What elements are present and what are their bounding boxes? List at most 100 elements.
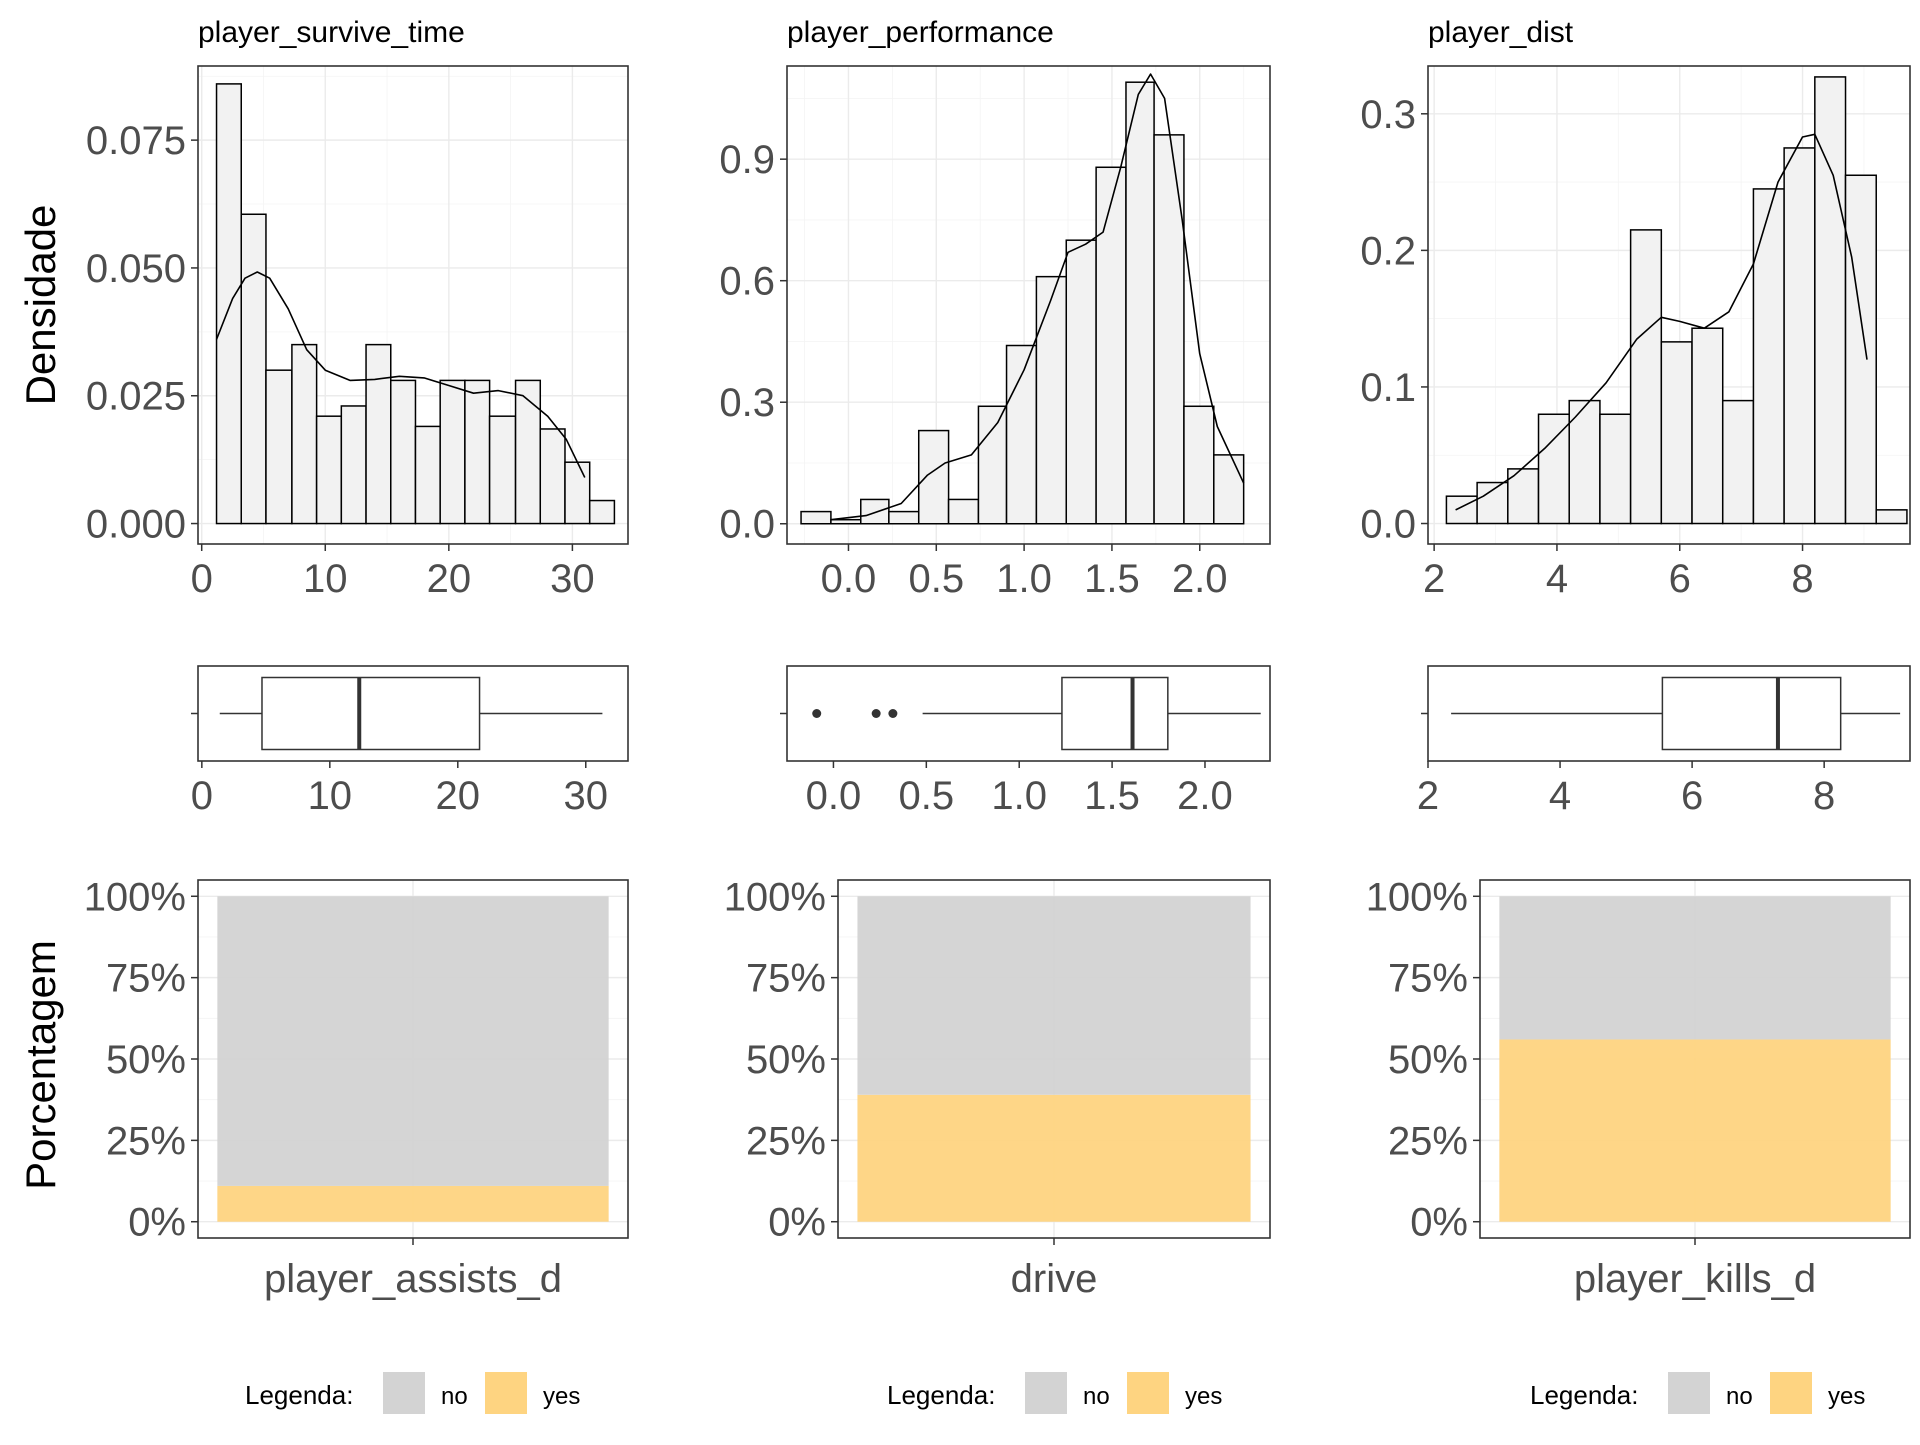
histogram-bin [1721, 399, 1755, 525]
histogram-bin [1660, 341, 1693, 525]
histogram-bin [1005, 344, 1038, 525]
boxplot-panel-1: 0.0 0.5 1.0 1.5 2.0 [780, 665, 1271, 818]
histogram-bin [588, 499, 616, 525]
y-tick-label: 25% [106, 1119, 186, 1163]
y-tick-label: 100% [84, 875, 186, 919]
y-tick-label: 0.9 [719, 138, 775, 182]
histogram-bin [888, 510, 920, 525]
y-tick-label: 50% [106, 1038, 186, 1082]
legend: Legenda: no yes [1530, 1372, 1865, 1414]
percent-bar-panel-1: 0% 25% 50% 75% 100% drive Legenda: no yes [724, 875, 1271, 1414]
x-tick-label: 4 [1546, 557, 1568, 601]
legend-key-yes [1770, 1372, 1812, 1414]
bar-segment-yes [1499, 1039, 1891, 1222]
y-tick-label: 25% [746, 1119, 826, 1163]
outlier-point [871, 709, 881, 718]
x-tick-label: 8 [1813, 774, 1835, 818]
y-tick-label: 0.6 [719, 260, 775, 304]
legend-key-yes [485, 1372, 527, 1414]
x-tick-label: 8 [1791, 557, 1813, 601]
histogram-bin [365, 343, 392, 525]
histogram-bin [514, 379, 542, 525]
x-tick-label: 0 [191, 774, 213, 818]
histogram-bin [1691, 327, 1724, 525]
legend-key-no [1668, 1372, 1710, 1414]
x-category-label: player_kills_d [1574, 1257, 1816, 1301]
legend-title: Legenda: [1530, 1380, 1638, 1410]
histogram-bin [1445, 495, 1478, 525]
density-curve [1455, 133, 1868, 511]
legend: Legenda: no yes [887, 1372, 1222, 1414]
histogram-bin [390, 379, 417, 525]
y-tick-label: 0.075 [86, 119, 186, 163]
histogram-panel-0: player_survive_time 0 10 20 30 0.000 0.025 0.05… [86, 16, 629, 601]
histogram-bin [439, 379, 466, 525]
histogram-bin [1476, 481, 1509, 525]
legend-key-no [383, 1372, 425, 1414]
x-category-label: drive [1011, 1257, 1098, 1301]
histogram-bin [291, 343, 318, 525]
y-tick-label: 0.2 [1360, 229, 1416, 273]
histogram-bin [340, 405, 367, 525]
y-tick-label: 0.0 [1360, 503, 1416, 547]
histogram-bin [1629, 229, 1663, 525]
histogram-bin [1783, 147, 1816, 525]
x-tick-label: 0.5 [908, 557, 964, 601]
y-tick-label: 0% [128, 1201, 186, 1245]
histogram-bin [1752, 188, 1785, 525]
y-tick-label: 0.050 [86, 247, 186, 291]
box-iqr [1661, 676, 1842, 751]
legend-label-yes: yes [1828, 1383, 1865, 1410]
y-tick-label: 0.1 [1360, 366, 1416, 410]
x-tick-label: 0.5 [899, 774, 955, 818]
panel-title: player_survive_time [198, 16, 465, 49]
x-tick-label: 0.0 [806, 774, 862, 818]
histogram-bin [414, 425, 441, 525]
legend-label-yes: yes [543, 1383, 580, 1410]
panel-title: player_performance [787, 16, 1054, 49]
histogram-bin [1213, 454, 1245, 525]
percent-bar-panel-2: 0% 25% 50% 75% 100% player_kills_d Legenda: no y… [1366, 875, 1911, 1414]
histogram-bin [1599, 413, 1632, 525]
bar-segment-no [1499, 896, 1891, 1040]
y-tick-label: 0.3 [1360, 93, 1416, 137]
x-tick-label: 2.0 [1172, 557, 1228, 601]
x-tick-label: 2 [1423, 557, 1445, 601]
x-tick-label: 10 [303, 557, 348, 601]
histogram-bin [1095, 166, 1127, 525]
histogram-bin [1153, 134, 1185, 525]
percent-axis-label: Porcentagem [17, 940, 64, 1190]
y-tick-label: 0% [1410, 1201, 1468, 1245]
y-tick-label: 100% [1366, 875, 1468, 919]
x-tick-label: 30 [564, 774, 609, 818]
x-tick-label: 1.5 [1084, 557, 1140, 601]
bar-segment-no [217, 896, 609, 1186]
density-axis-label: Densidade [17, 205, 64, 406]
x-tick-label: 4 [1549, 774, 1571, 818]
x-tick-label: 6 [1669, 557, 1691, 601]
legend-label-no: no [441, 1383, 468, 1410]
histogram-bin [1183, 405, 1215, 525]
legend-key-no [1025, 1372, 1067, 1414]
density-curve [215, 271, 586, 478]
x-tick-label: 6 [1681, 774, 1703, 818]
x-tick-label: 20 [436, 774, 481, 818]
x-tick-label: 20 [427, 557, 472, 601]
outlier-point [888, 709, 898, 718]
y-tick-label: 50% [746, 1038, 826, 1082]
percent-bar-panel-0: 0% 25% 50% 75% 100% player_assists_d Legenda: n… [84, 875, 629, 1414]
y-tick-label: 0.000 [86, 503, 186, 547]
x-tick-label: 2 [1417, 774, 1439, 818]
histogram-bin [830, 518, 862, 525]
histogram-bin [917, 429, 950, 525]
bar-segment-no [857, 896, 1251, 1095]
x-tick-label: 1.0 [991, 774, 1047, 818]
histogram-bin [315, 415, 343, 525]
histogram-bin [240, 213, 267, 525]
histogram-bin [564, 461, 591, 525]
histogram-bin [265, 369, 293, 525]
x-tick-label: 2.0 [1177, 774, 1233, 818]
y-tick-label: 50% [1388, 1038, 1468, 1082]
y-tick-label: 100% [724, 875, 826, 919]
